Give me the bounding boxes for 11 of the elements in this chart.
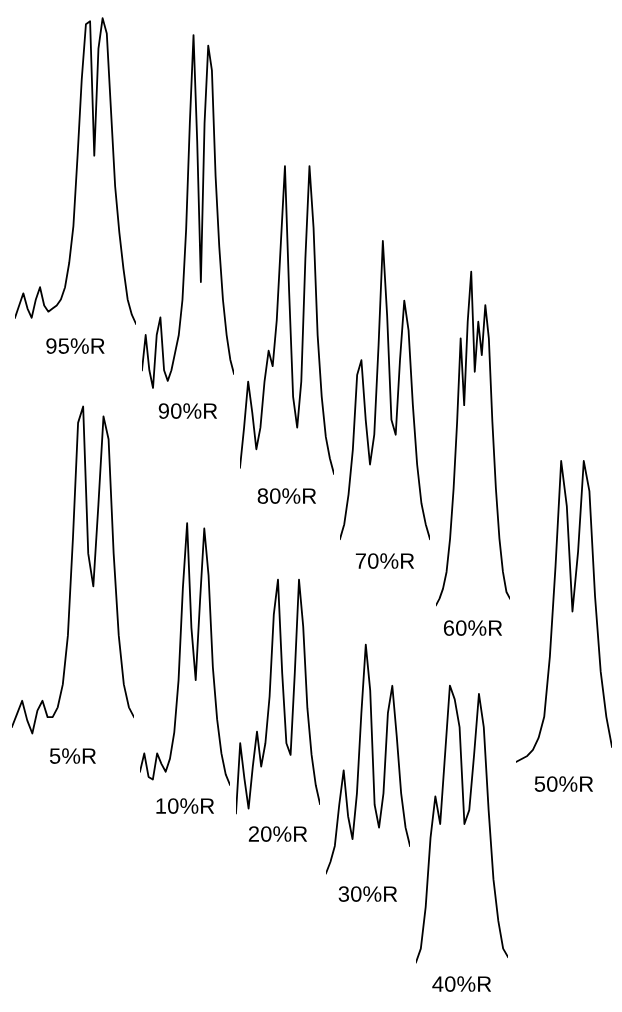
x-axis-title: 5%R <box>49 748 97 764</box>
x-axis-title: 90%R <box>158 403 218 419</box>
x-axis-title: 50%R <box>534 776 594 792</box>
x-axis-title: 10%R <box>156 798 215 814</box>
x-axis-title: 80%R <box>257 488 317 504</box>
x-axis-title: 70%R <box>355 553 415 569</box>
x-axis-title: 40%R <box>432 976 492 992</box>
x-axis-title: 30%R <box>338 886 398 902</box>
x-axis-title: 20%R <box>248 826 308 842</box>
x-axis-title: 60%R <box>443 620 503 636</box>
x-axis-title: 95%R <box>46 338 105 354</box>
